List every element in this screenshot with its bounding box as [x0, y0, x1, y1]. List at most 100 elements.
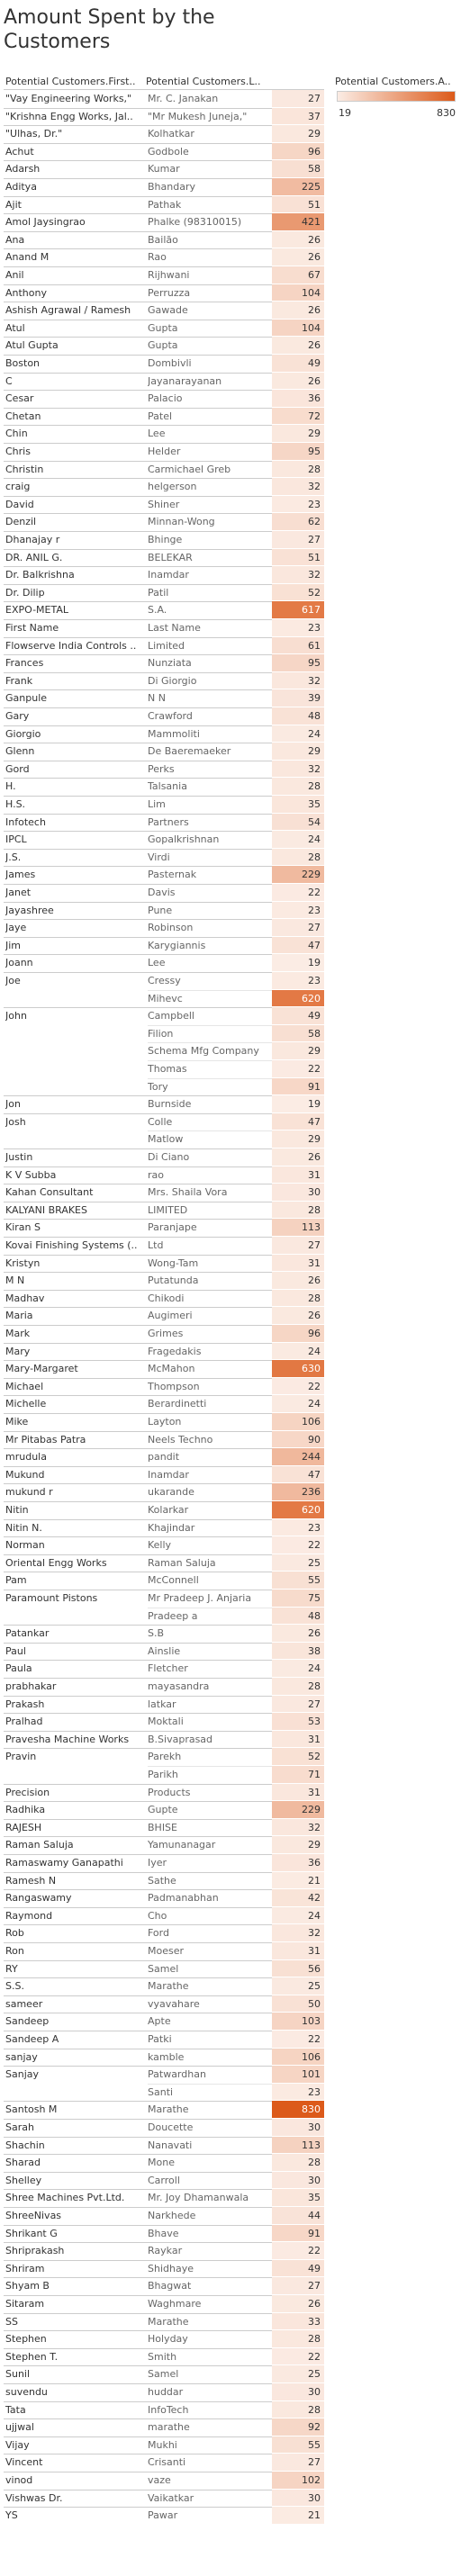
amount-cell[interactable]: 42 [272, 1889, 324, 1907]
column-header-first-name[interactable]: Potential Customers.First.. [5, 76, 136, 87]
table-row[interactable]: Boston Dombivli 49 [4, 355, 324, 373]
table-row[interactable]: Pravesha Machine Works B.Sivaprasad 31 [4, 1730, 324, 1749]
table-row[interactable]: K V Subba rao 31 [4, 1166, 324, 1184]
amount-cell[interactable]: 55 [272, 2436, 324, 2454]
amount-cell[interactable]: 229 [272, 1801, 324, 1819]
amount-cell[interactable]: 26 [272, 248, 324, 266]
amount-cell[interactable]: 26 [272, 337, 324, 355]
table-row[interactable]: Mihevc 620 [4, 989, 324, 1008]
amount-cell[interactable]: 19 [272, 1095, 324, 1113]
amount-cell[interactable]: 33 [272, 2312, 324, 2331]
table-row[interactable]: Pradeep a 48 [4, 1607, 324, 1626]
amount-cell[interactable]: 28 [272, 1289, 324, 1308]
table-row[interactable]: Achut Godbole 96 [4, 142, 324, 161]
table-row[interactable]: Frank Di Giorgio 32 [4, 671, 324, 690]
amount-cell[interactable]: 26 [272, 1625, 324, 1643]
amount-cell[interactable]: 32 [272, 671, 324, 690]
table-row[interactable]: Cesar Palacio 36 [4, 390, 324, 408]
table-row[interactable]: Matlow 29 [4, 1130, 324, 1148]
amount-cell[interactable]: 62 [272, 513, 324, 531]
table-row[interactable]: Michelle Berardinetti 24 [4, 1395, 324, 1413]
amount-cell[interactable]: 61 [272, 636, 324, 655]
table-row[interactable]: sanjay kamble 106 [4, 2048, 324, 2067]
amount-cell[interactable]: 244 [272, 1448, 324, 1466]
amount-cell[interactable]: 49 [272, 2259, 324, 2278]
amount-cell[interactable]: 31 [272, 1783, 324, 1802]
table-row[interactable]: Frances Nunziata 95 [4, 654, 324, 672]
table-row[interactable]: Sharad Mone 28 [4, 2154, 324, 2172]
table-row[interactable]: Thomas 22 [4, 1060, 324, 1078]
table-row[interactable]: Ganpule N N 39 [4, 689, 324, 707]
table-row[interactable]: YS Pawar 21 [4, 2507, 324, 2525]
amount-cell[interactable]: 25 [272, 2365, 324, 2383]
amount-cell[interactable]: 106 [272, 1413, 324, 1431]
amount-cell[interactable]: 28 [272, 2330, 324, 2348]
table-row[interactable]: mukund r ukarande 236 [4, 1483, 324, 1501]
amount-cell[interactable]: 67 [272, 266, 324, 284]
table-row[interactable]: Nitin N. Khajindar 23 [4, 1518, 324, 1537]
amount-cell[interactable]: 31 [272, 1166, 324, 1184]
table-row[interactable]: KALYANI BRAKES LIMITED 28 [4, 1201, 324, 1220]
amount-cell[interactable]: 44 [272, 2207, 324, 2225]
table-row[interactable]: M N Putatunda 26 [4, 1272, 324, 1290]
amount-cell[interactable]: 28 [272, 1678, 324, 1696]
amount-cell[interactable]: 27 [272, 90, 324, 108]
amount-cell[interactable]: 32 [272, 760, 324, 779]
amount-cell[interactable]: 30 [272, 2489, 324, 2508]
amount-cell[interactable]: 23 [272, 901, 324, 920]
table-row[interactable]: RY Samel 56 [4, 1959, 324, 1978]
amount-cell[interactable]: 24 [272, 1342, 324, 1361]
table-row[interactable]: Sanjay Patwardhan 101 [4, 2066, 324, 2084]
table-row[interactable]: Ajit Pathak 51 [4, 195, 324, 214]
amount-cell[interactable]: 25 [272, 1977, 324, 1995]
amount-cell[interactable]: 30 [272, 1184, 324, 1202]
amount-cell[interactable]: 28 [272, 1201, 324, 1220]
table-row[interactable]: Vincent Crisanti 27 [4, 2454, 324, 2472]
table-row[interactable]: Glenn De Baeremaeker 29 [4, 743, 324, 761]
table-row[interactable]: Ana Bailão 26 [4, 230, 324, 249]
table-row[interactable]: Giorgio Mammoliti 24 [4, 725, 324, 743]
table-row[interactable]: Mary Fragedakis 24 [4, 1342, 324, 1361]
amount-cell[interactable]: 23 [272, 972, 324, 990]
table-row[interactable]: Dr. Dilip Patil 52 [4, 583, 324, 602]
table-row[interactable]: Stephen T. Smith 22 [4, 2347, 324, 2366]
amount-cell[interactable]: 96 [272, 142, 324, 161]
table-row[interactable]: Santosh M Marathe 830 [4, 2101, 324, 2119]
table-row[interactable]: Radhika Gupte 229 [4, 1801, 324, 1819]
amount-cell[interactable]: 56 [272, 1959, 324, 1978]
table-row[interactable]: Kovai Finishing Systems (.. Ltd 27 [4, 1237, 324, 1255]
amount-cell[interactable]: 24 [272, 725, 324, 743]
table-row[interactable]: craig helgerson 32 [4, 478, 324, 496]
table-row[interactable]: Maria Augimeri 26 [4, 1307, 324, 1325]
amount-cell[interactable]: 102 [272, 2472, 324, 2490]
table-row[interactable]: Amol Jaysingrao Phalke (98310015) 421 [4, 213, 324, 231]
amount-cell[interactable]: 90 [272, 1430, 324, 1449]
amount-cell[interactable]: 630 [272, 1360, 324, 1378]
table-row[interactable]: Jon Burnside 19 [4, 1095, 324, 1113]
table-row[interactable]: James Pasternak 229 [4, 866, 324, 884]
amount-cell[interactable]: 31 [272, 1730, 324, 1749]
table-row[interactable]: Vijay Mukhi 55 [4, 2436, 324, 2454]
amount-cell[interactable]: 96 [272, 1325, 324, 1343]
amount-cell[interactable]: 53 [272, 1713, 324, 1731]
table-row[interactable]: DR. ANIL G. BELEKAR 51 [4, 548, 324, 567]
table-row[interactable]: Atul Gupta Gupta 26 [4, 337, 324, 355]
amount-cell[interactable]: 28 [272, 848, 324, 867]
amount-cell[interactable]: 26 [272, 372, 324, 391]
amount-cell[interactable]: 22 [272, 2347, 324, 2366]
table-row[interactable]: "Krishna Engg Works, Jal.. "Mr Mukesh Jun… [4, 107, 324, 126]
table-row[interactable]: Sitaram Waghmare 26 [4, 2295, 324, 2313]
table-row[interactable]: RAJESH BHISE 32 [4, 1818, 324, 1837]
table-row[interactable]: suvendu huddar 30 [4, 2383, 324, 2401]
amount-cell[interactable]: 229 [272, 866, 324, 884]
table-row[interactable]: Shyam B Bhagwat 27 [4, 2277, 324, 2295]
table-row[interactable]: Dhanajay r Bhinge 27 [4, 531, 324, 549]
table-row[interactable]: Mary-Margaret McMahon 630 [4, 1360, 324, 1378]
table-row[interactable]: Vishwas Dr. Vaikatkar 30 [4, 2489, 324, 2508]
table-row[interactable]: Mukund Inamdar 47 [4, 1465, 324, 1484]
table-row[interactable]: Raymond Cho 24 [4, 1906, 324, 1925]
amount-cell[interactable]: 421 [272, 213, 324, 231]
amount-cell[interactable]: 49 [272, 355, 324, 373]
table-row[interactable]: Kahan Consultant Mrs. Shaila Vora 30 [4, 1184, 324, 1202]
table-row[interactable]: Ramaswamy Ganapathi Iyer 36 [4, 1854, 324, 1872]
